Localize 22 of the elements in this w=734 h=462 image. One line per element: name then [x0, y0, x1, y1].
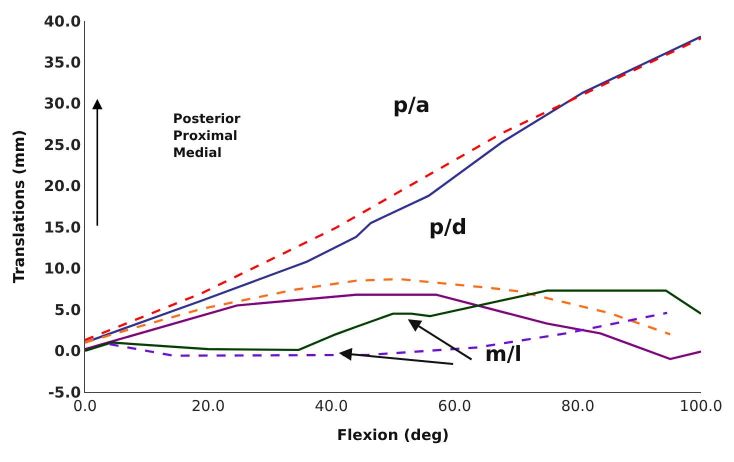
y-tick-label: 20.0 — [44, 177, 81, 196]
y-tick-label: 40.0 — [44, 12, 81, 30]
x-axis-title: Flexion (deg) — [337, 426, 449, 444]
annotation: Posterior Proximal Medial — [173, 112, 242, 161]
y-tick-label: 30.0 — [44, 94, 81, 113]
x-tick-label: 100.0 — [680, 397, 722, 416]
x-tick-label: 20.0 — [191, 397, 225, 416]
x-tick-label: 40.0 — [314, 397, 348, 416]
annotation: p/d — [429, 215, 467, 239]
annotation: m/l — [485, 342, 522, 366]
y-axis-title: Translations (mm) — [10, 130, 28, 284]
x-tick-label: 60.0 — [438, 397, 472, 416]
y-tick-label: 0.0 — [54, 342, 81, 360]
y-tick-label: 35.0 — [44, 53, 81, 72]
y-tick-label: 25.0 — [44, 136, 81, 154]
x-tick-label: 0.0 — [73, 397, 97, 416]
y-tick-label: 5.0 — [54, 300, 81, 319]
y-tick-label: 15.0 — [44, 218, 81, 236]
annotation: p/a — [393, 93, 430, 117]
line-series — [85, 278, 672, 344]
y-tick-label: 10.0 — [44, 260, 81, 278]
x-tick-label: 80.0 — [561, 397, 595, 416]
